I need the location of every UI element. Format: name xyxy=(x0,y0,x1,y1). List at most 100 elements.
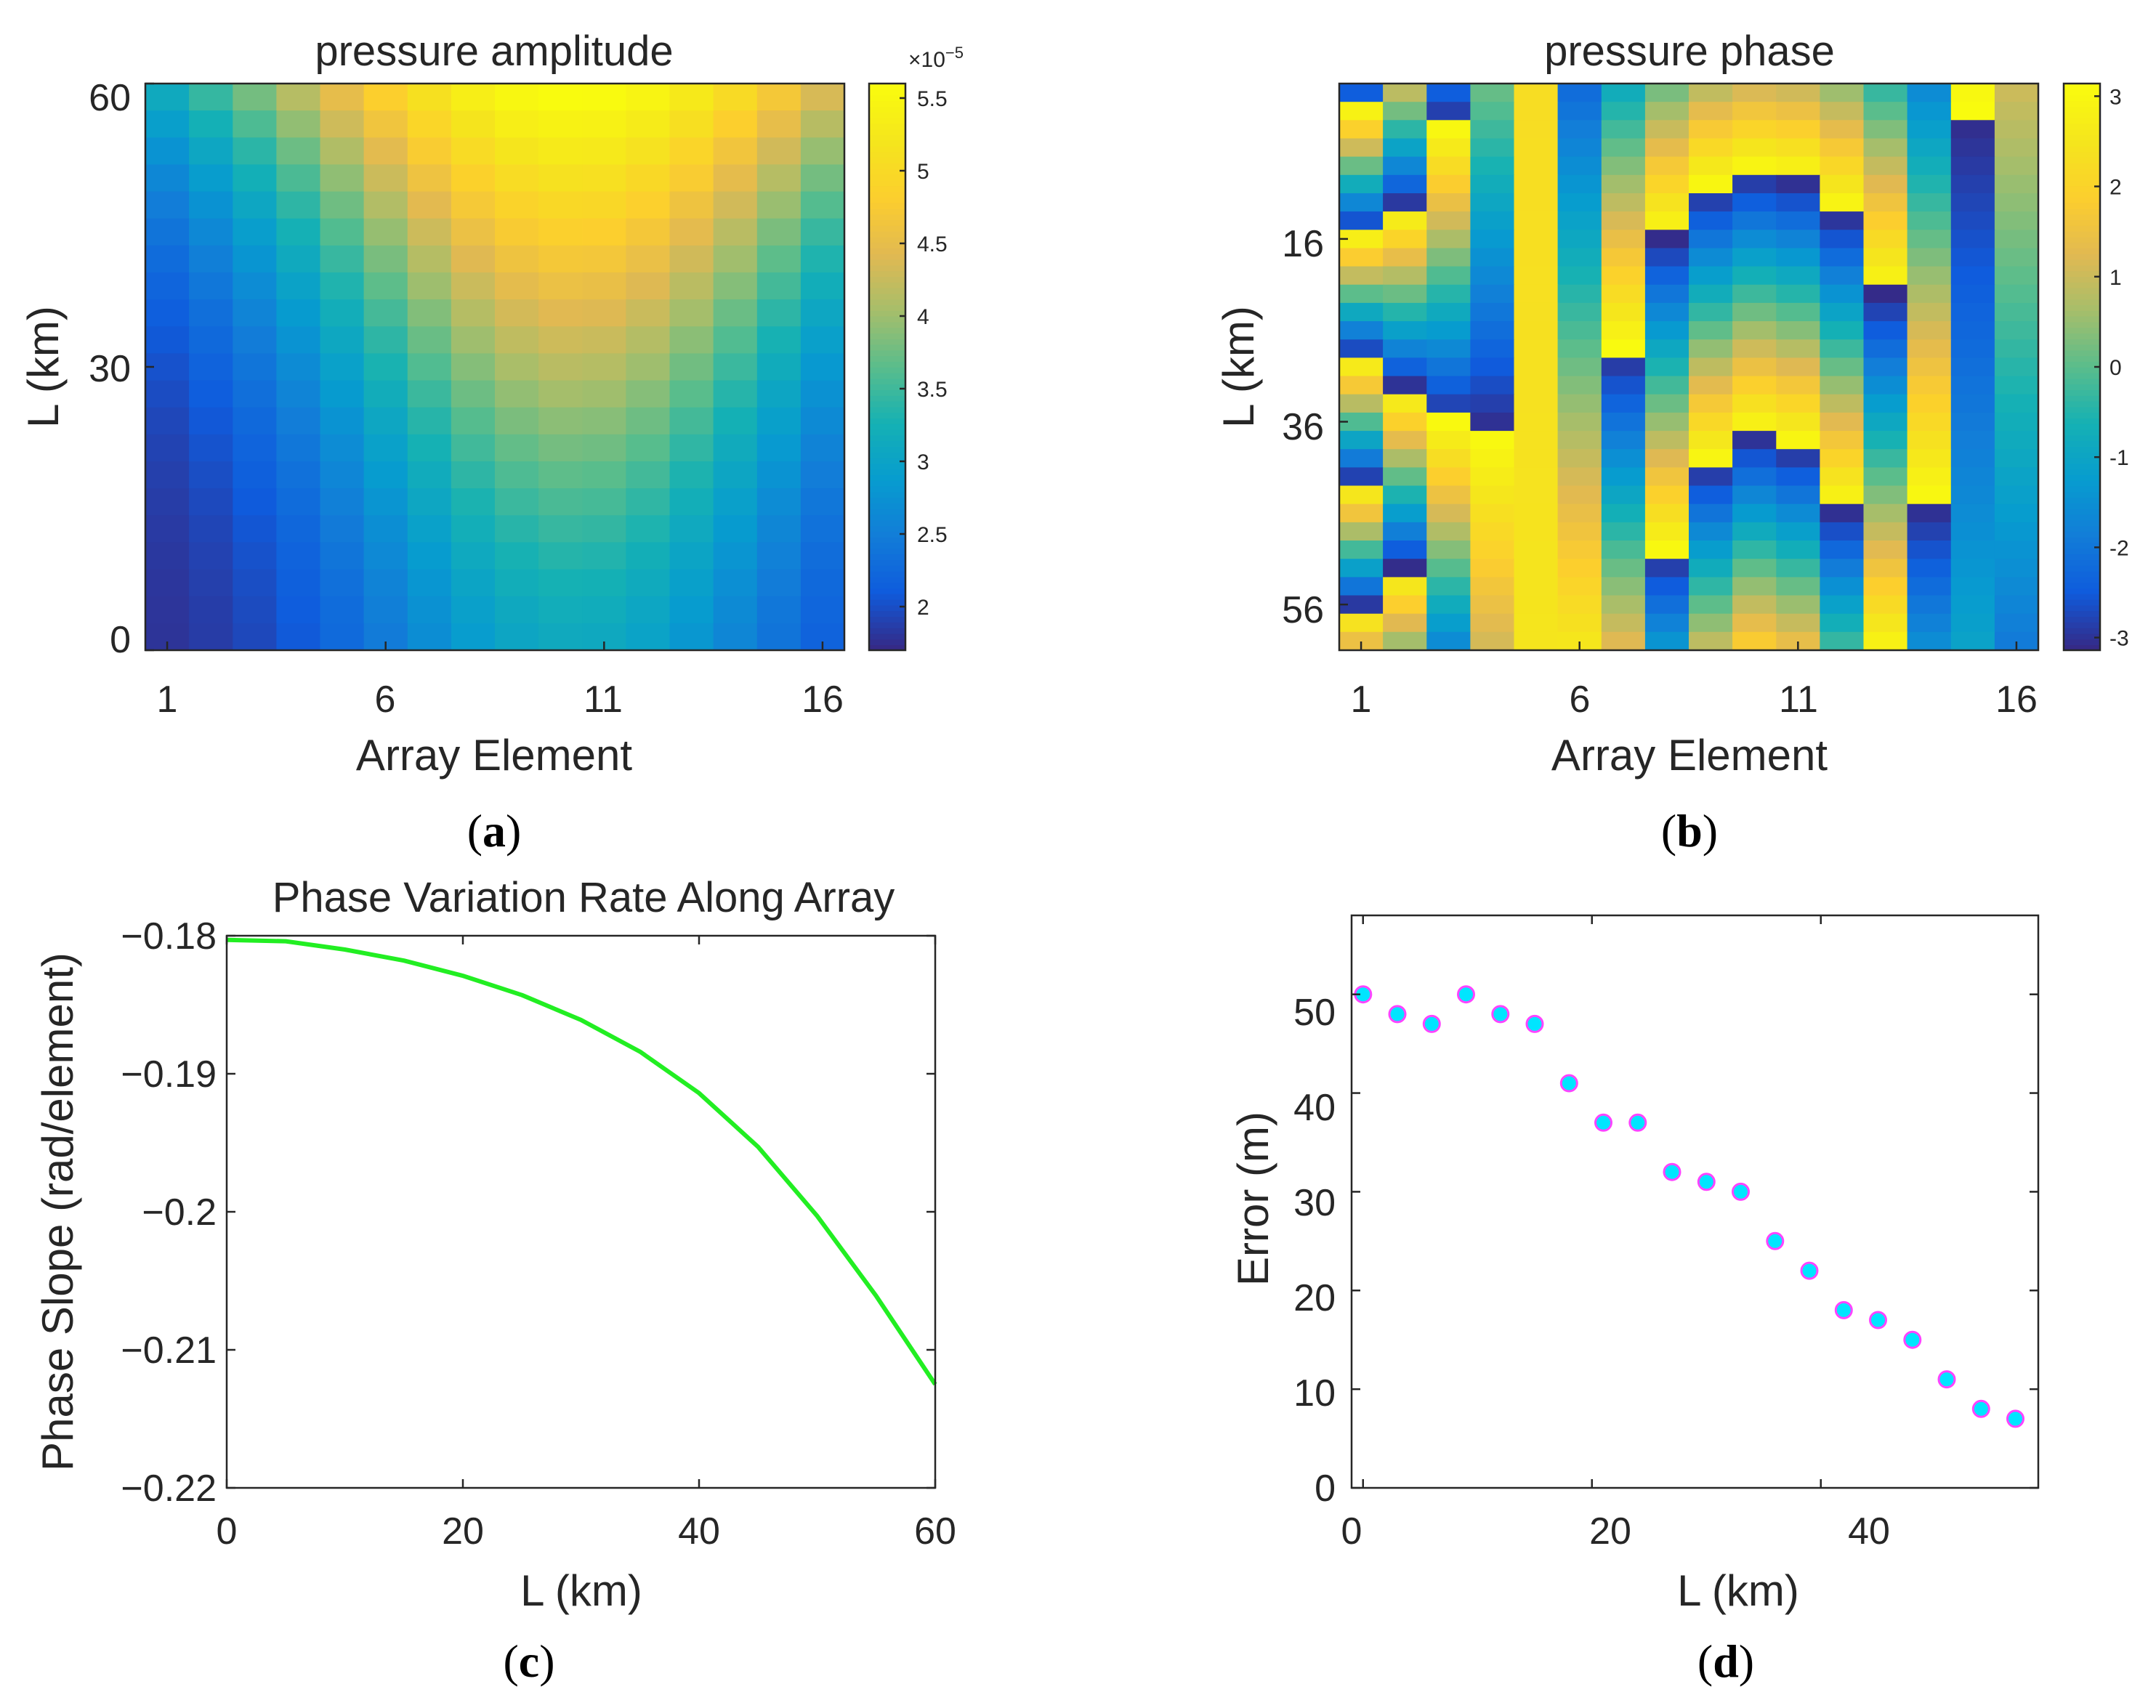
heatmap-cell xyxy=(1339,577,1384,596)
colorbar-segment xyxy=(2064,519,2100,527)
heatmap-cell xyxy=(1644,248,1689,267)
heatmap-cell xyxy=(320,110,365,138)
heatmap-cell xyxy=(1383,138,1427,158)
heatmap-cell xyxy=(800,488,845,516)
heatmap-cell xyxy=(495,596,539,624)
colorbar-segment xyxy=(869,254,905,260)
heatmap-cell xyxy=(538,353,583,381)
heatmap-cell xyxy=(363,299,408,327)
heatmap-cell xyxy=(713,164,758,193)
heatmap-cell xyxy=(538,461,583,489)
heatmap-cell xyxy=(276,137,321,166)
error-point xyxy=(1457,985,1475,1004)
heatmap-cell xyxy=(233,434,278,462)
colorbar-segment xyxy=(869,174,905,181)
heatmap-cell xyxy=(1689,577,1733,596)
colorbar-segment xyxy=(869,384,905,390)
heatmap-cell xyxy=(189,272,233,300)
heatmap-cell xyxy=(1732,266,1777,286)
heatmap-cell xyxy=(1863,485,1908,505)
colorbar-segment xyxy=(2064,169,2100,175)
heatmap-cell xyxy=(145,299,190,327)
heatmap-cell xyxy=(145,272,190,300)
heatmap-cell xyxy=(1601,559,1646,578)
heatmap-cell xyxy=(1470,559,1515,578)
colorbar-segment xyxy=(2064,112,2100,118)
heatmap-cell xyxy=(363,84,408,111)
heatmap-cell xyxy=(1601,211,1646,231)
panel-b-xtick-1: 1 xyxy=(1351,679,1372,721)
colorbar-segment xyxy=(869,542,905,549)
colorbar-segment xyxy=(2064,134,2100,141)
heatmap-cell xyxy=(1426,120,1471,139)
panel-a-ytick-30: 30 xyxy=(89,348,131,390)
heatmap-cell xyxy=(1820,302,1865,322)
heatmap-cell xyxy=(538,515,583,543)
heatmap-cell xyxy=(1601,577,1646,596)
colorbar-segment xyxy=(2064,463,2100,470)
heatmap-cell xyxy=(189,164,233,193)
heatmap-cell xyxy=(1907,595,1952,615)
colorbar-segment xyxy=(2064,117,2100,124)
heatmap-cell xyxy=(669,515,714,543)
colorbar-tick-label: 3 xyxy=(2109,85,2122,109)
heatmap-cell xyxy=(626,110,671,138)
heatmap-cell xyxy=(626,380,671,408)
colorbar-tick-label: 5 xyxy=(917,160,929,184)
heatmap-cell xyxy=(1907,541,1952,559)
heatmap-cell xyxy=(145,164,190,193)
colorbar-segment xyxy=(869,84,905,90)
heatmap-cell xyxy=(1470,230,1515,249)
heatmap-cell xyxy=(1950,577,1995,596)
panel-d-ytick-20: 20 xyxy=(1293,1277,1336,1319)
heatmap-cell xyxy=(1339,339,1384,359)
heatmap-cell xyxy=(713,299,758,327)
heatmap-cell xyxy=(1426,302,1471,322)
heatmap-cell xyxy=(1689,449,1733,469)
heatmap-cell xyxy=(1557,339,1602,359)
colorbar-segment xyxy=(869,525,905,532)
heatmap-cell xyxy=(538,299,583,327)
heatmap-cell xyxy=(800,434,845,462)
heatmap-cell xyxy=(363,353,408,381)
heatmap-cell xyxy=(1732,613,1777,633)
heatmap-cell xyxy=(1776,266,1821,286)
colorbar-segment xyxy=(869,389,905,396)
heatmap-cell xyxy=(626,407,671,435)
heatmap-cell xyxy=(451,407,496,435)
heatmap-cell xyxy=(1426,211,1471,231)
heatmap-cell xyxy=(1383,394,1427,413)
heatmap-cell xyxy=(1557,503,1602,523)
panel-c-xtick-40: 40 xyxy=(678,1510,720,1553)
heatmap-cell xyxy=(669,596,714,624)
colorbar-segment xyxy=(2064,400,2100,408)
heatmap-cell xyxy=(713,137,758,166)
heatmap-cell xyxy=(1994,522,2039,541)
panel-a-xtick-11: 11 xyxy=(584,679,623,721)
heatmap-cell xyxy=(1339,266,1384,286)
heatmap-cell xyxy=(713,110,758,138)
colorbar-segment xyxy=(869,616,905,623)
heatmap-cell xyxy=(233,137,278,166)
heatmap-cell xyxy=(1776,613,1821,633)
heatmap-cell xyxy=(1689,339,1733,359)
heatmap-cell xyxy=(407,380,452,408)
heatmap-cell xyxy=(800,380,845,408)
heatmap-cell xyxy=(800,461,845,489)
heatmap-cell xyxy=(1470,266,1515,286)
heatmap-cell xyxy=(713,434,758,462)
heatmap-cell xyxy=(320,218,365,246)
colorbar-segment xyxy=(869,406,905,413)
panel-b-ticks xyxy=(1339,238,2018,650)
heatmap-cell xyxy=(538,569,583,597)
heatmap-cell xyxy=(145,515,190,543)
heatmap-cell xyxy=(1470,357,1515,377)
colorbar-segment xyxy=(869,339,905,345)
heatmap-cell xyxy=(1644,84,1689,102)
colorbar-segment xyxy=(869,157,905,163)
colorbar-segment xyxy=(869,169,905,175)
panel-a-ytick-60: 60 xyxy=(89,77,131,119)
heatmap-cell xyxy=(800,164,845,193)
heatmap-cell xyxy=(1383,102,1427,121)
colorbar-segment xyxy=(869,372,905,379)
